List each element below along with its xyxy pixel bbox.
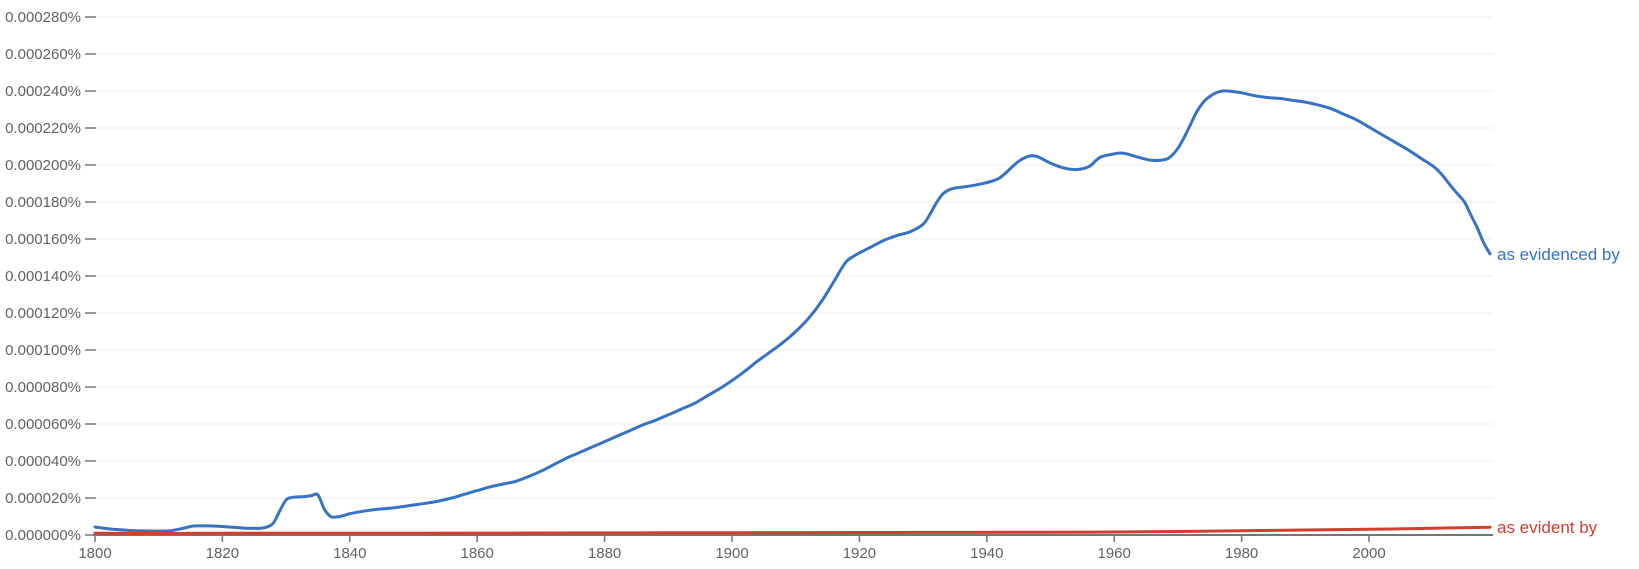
x-tick-label: 1880	[588, 545, 621, 562]
axis-layer: 0.000000% 0.000020% 0.000040% 0.000060% 0.00…	[5, 9, 1493, 562]
grid-layer	[93, 16, 1493, 499]
x-tick-label: 1960	[1098, 545, 1131, 562]
y-tick-label: 0.000240%	[5, 83, 81, 100]
y-tick-label: 0.000140%	[5, 268, 81, 285]
y-tick-label: 0.000080%	[5, 379, 81, 396]
y-tick-label: 0.000160%	[5, 231, 81, 248]
y-tick-label: 0.000120%	[5, 305, 81, 322]
y-tick-label: 0.000260%	[5, 46, 81, 63]
series-label-as-evidenced-by[interactable]: as evidenced by	[1497, 245, 1620, 264]
x-tick-label: 1860	[461, 545, 494, 562]
x-tick-label: 1800	[78, 545, 111, 562]
x-tick-label: 1820	[206, 545, 239, 562]
x-tick-label: 1920	[843, 545, 876, 562]
series-line-as-evidenced-by[interactable]	[93, 89, 1492, 533]
x-tick-label: 1940	[970, 545, 1003, 562]
y-tick-label: 0.000060%	[5, 416, 81, 433]
x-tick-label: 1900	[715, 545, 748, 562]
y-tick-label: 0.000280%	[5, 9, 81, 26]
x-tick-label: 1980	[1225, 545, 1258, 562]
x-tick-label: 2000	[1352, 545, 1385, 562]
x-tick-label: 1840	[333, 545, 366, 562]
y-tick-label: 0.000020%	[5, 490, 81, 507]
y-tick-label: 0.000220%	[5, 120, 81, 137]
series-label-as-evident-by[interactable]: as evident by	[1497, 518, 1598, 537]
y-tick-label: 0.000040%	[5, 453, 81, 470]
y-tick-label: 0.000000%	[5, 527, 81, 544]
y-tick-label: 0.000180%	[5, 194, 81, 211]
series-layer	[93, 89, 1492, 535]
series-line-as-evident-by[interactable]	[93, 525, 1492, 535]
y-tick-label: 0.000200%	[5, 157, 81, 174]
y-tick-label: 0.000100%	[5, 342, 81, 359]
